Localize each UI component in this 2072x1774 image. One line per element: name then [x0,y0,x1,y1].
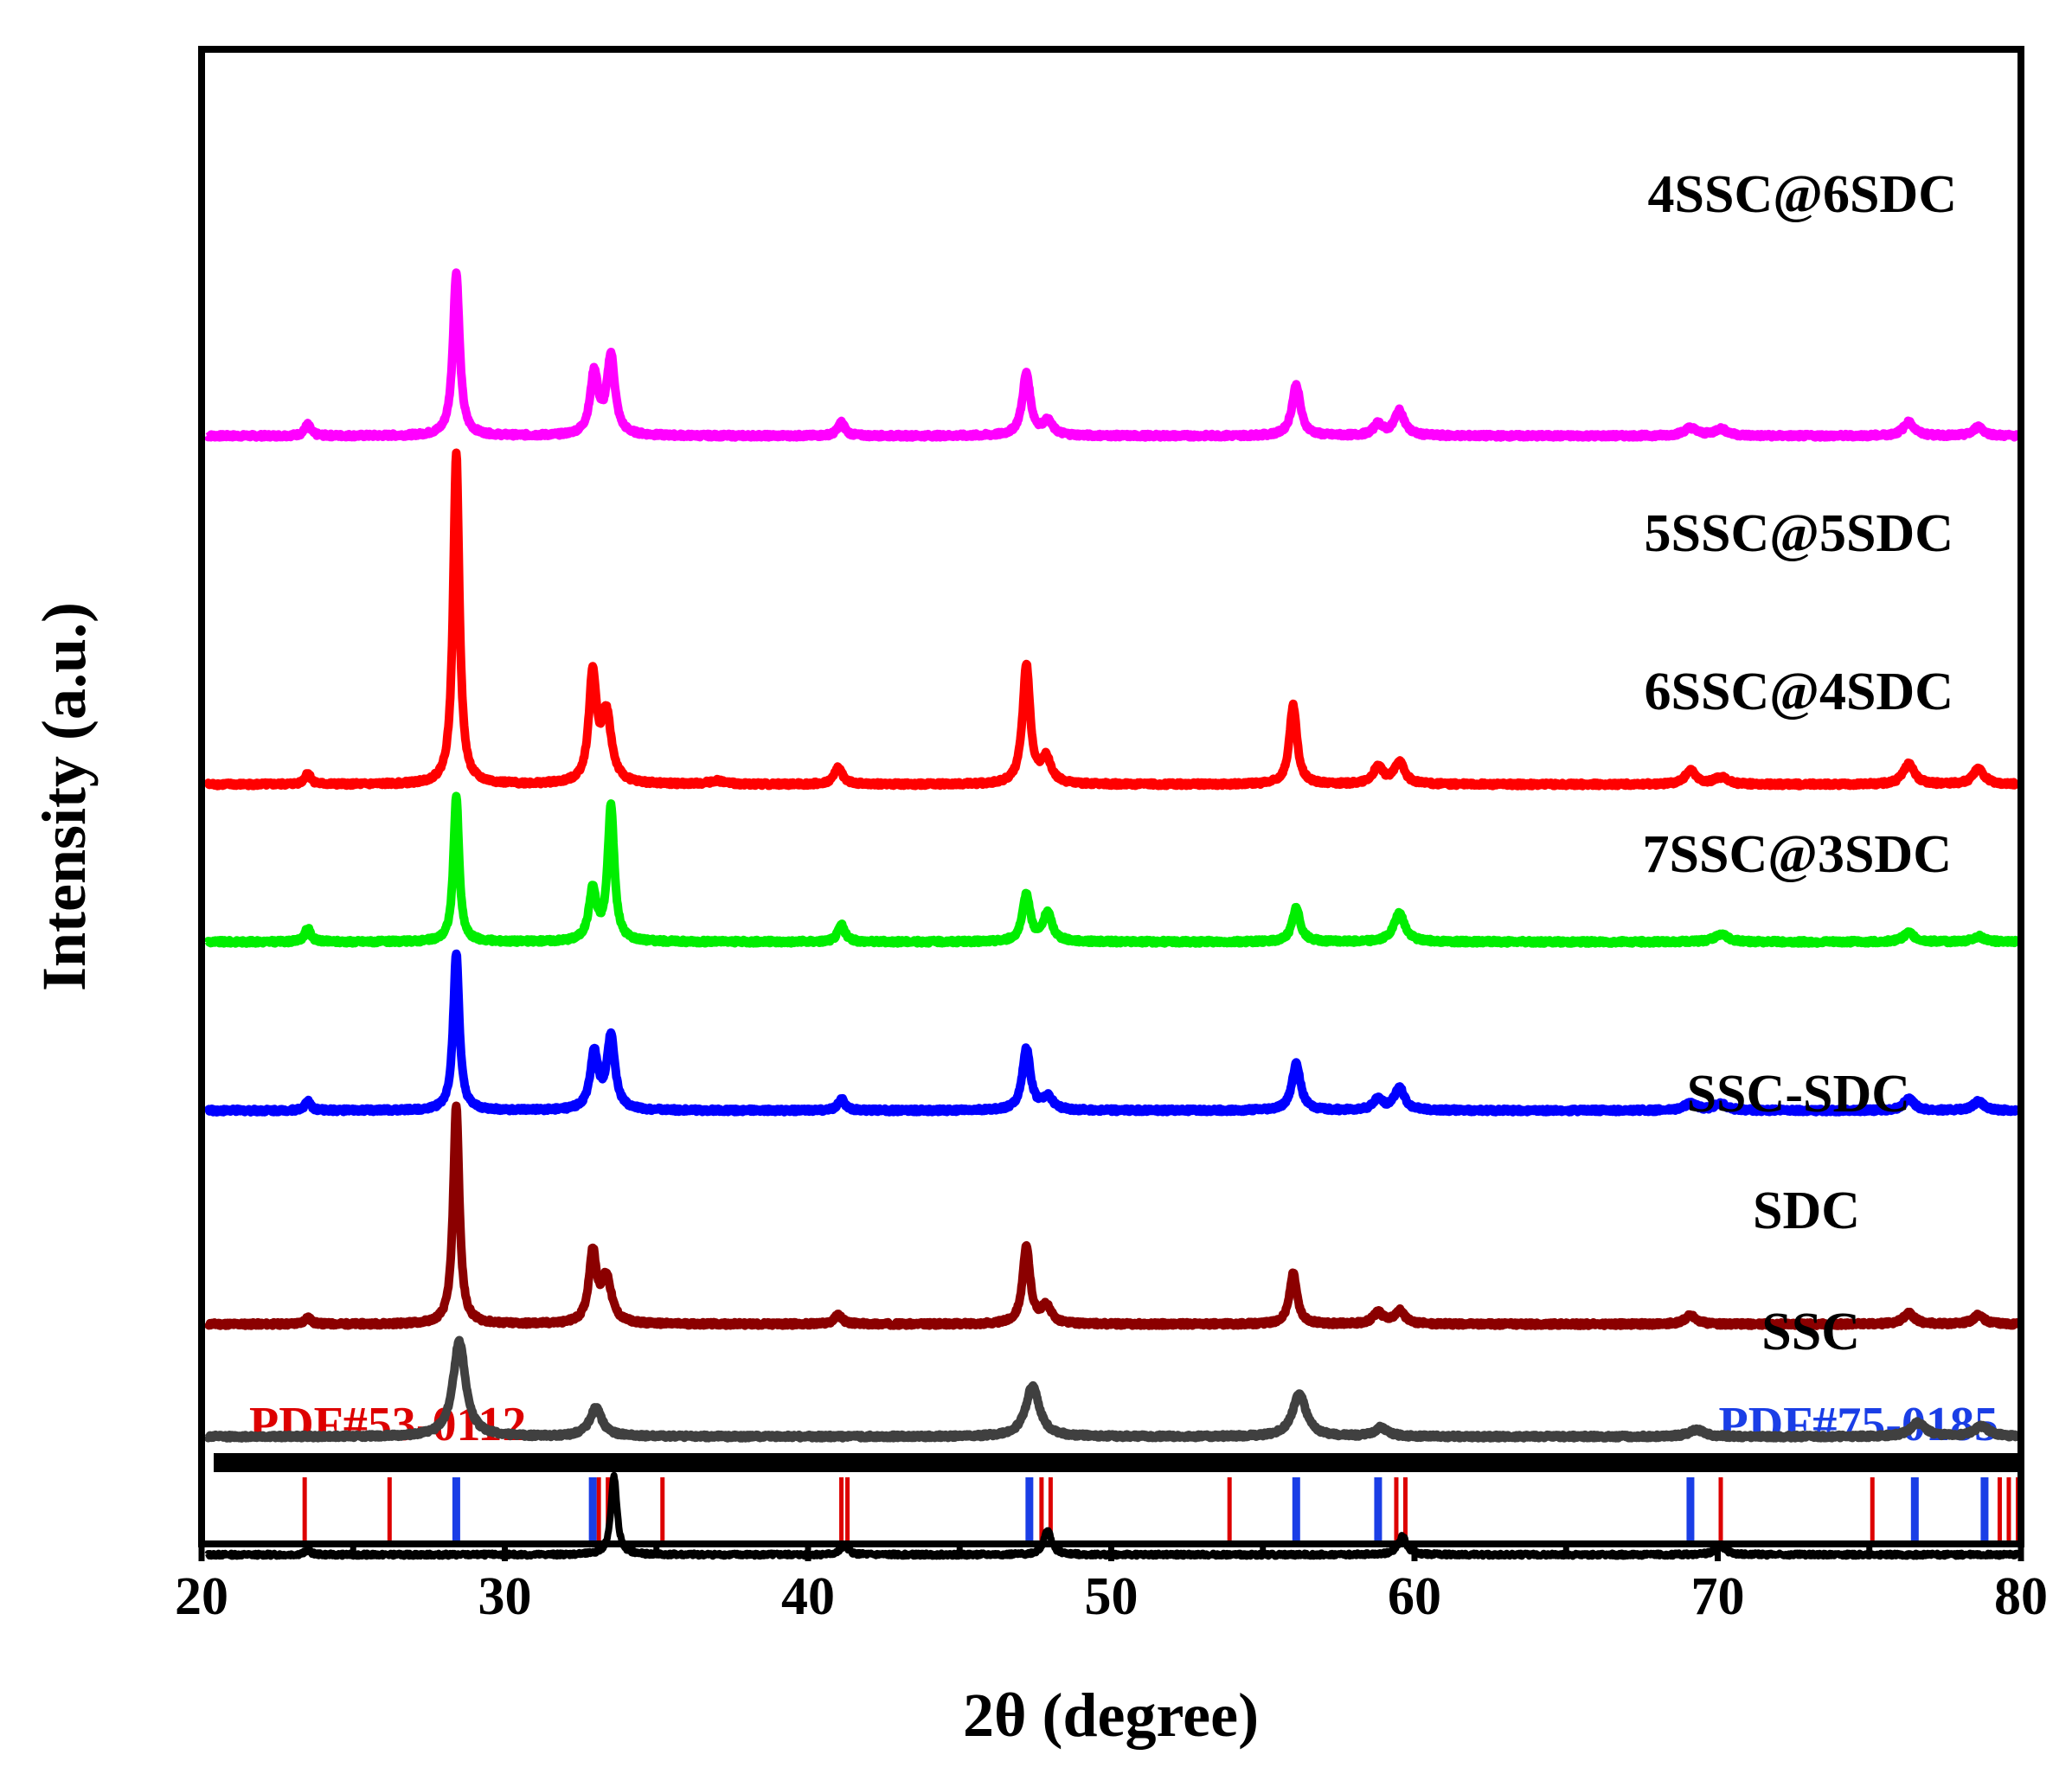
x-axis-tick-labels: 20 30 40 50 60 70 80 [175,1567,2048,1626]
series-label: SSC [1761,1303,1860,1361]
x-tick-label: 70 [1691,1567,1745,1626]
series-label: 5SSC@5SDC [1645,504,1953,563]
series-label: SDC [1753,1182,1860,1240]
series-line-sdc [203,1335,2022,1443]
reference-label: PDF#75-0185 [1718,1398,1998,1451]
series-line-ssc-sdc [203,1101,2022,1330]
x-tick-label: 60 [1388,1567,1441,1626]
series-group [203,268,2022,1560]
series-label: 7SSC@3SDC [1643,825,1952,884]
series-label: 4SSC@6SDC [1648,165,1957,224]
series-labels: 4SSC@6SDC 5SSC@5SDC 6SSC@4SDC 7SSC@3SDC SSC-… [1643,165,1957,1361]
series-line-7ssc-3sdc [203,949,2022,1117]
series-line-5ssc-5sdc [203,448,2022,791]
series-label: 6SSC@4SDC [1645,663,1953,721]
x-tick-label: 50 [1085,1567,1139,1626]
x-axis-label: 2θ (degree) [963,1681,1259,1750]
reference-divider-bar [214,1453,2021,1472]
x-tick-label: 40 [781,1567,835,1626]
series-line-6ssc-4sdc [203,791,2022,948]
series-line-4ssc-6sdc [203,268,2022,442]
reference-pattern-panel: PDF#53-0112 PDF#75-0185 [214,1398,2021,1544]
series-label: SSC-SDC [1687,1065,1910,1124]
x-tick-label: 20 [175,1567,228,1626]
x-axis-ticks [198,1544,2024,1561]
x-tick-label: 30 [478,1567,532,1626]
x-tick-label: 80 [1994,1567,2048,1626]
y-axis-label: Intensity (a.u.) [29,602,99,991]
